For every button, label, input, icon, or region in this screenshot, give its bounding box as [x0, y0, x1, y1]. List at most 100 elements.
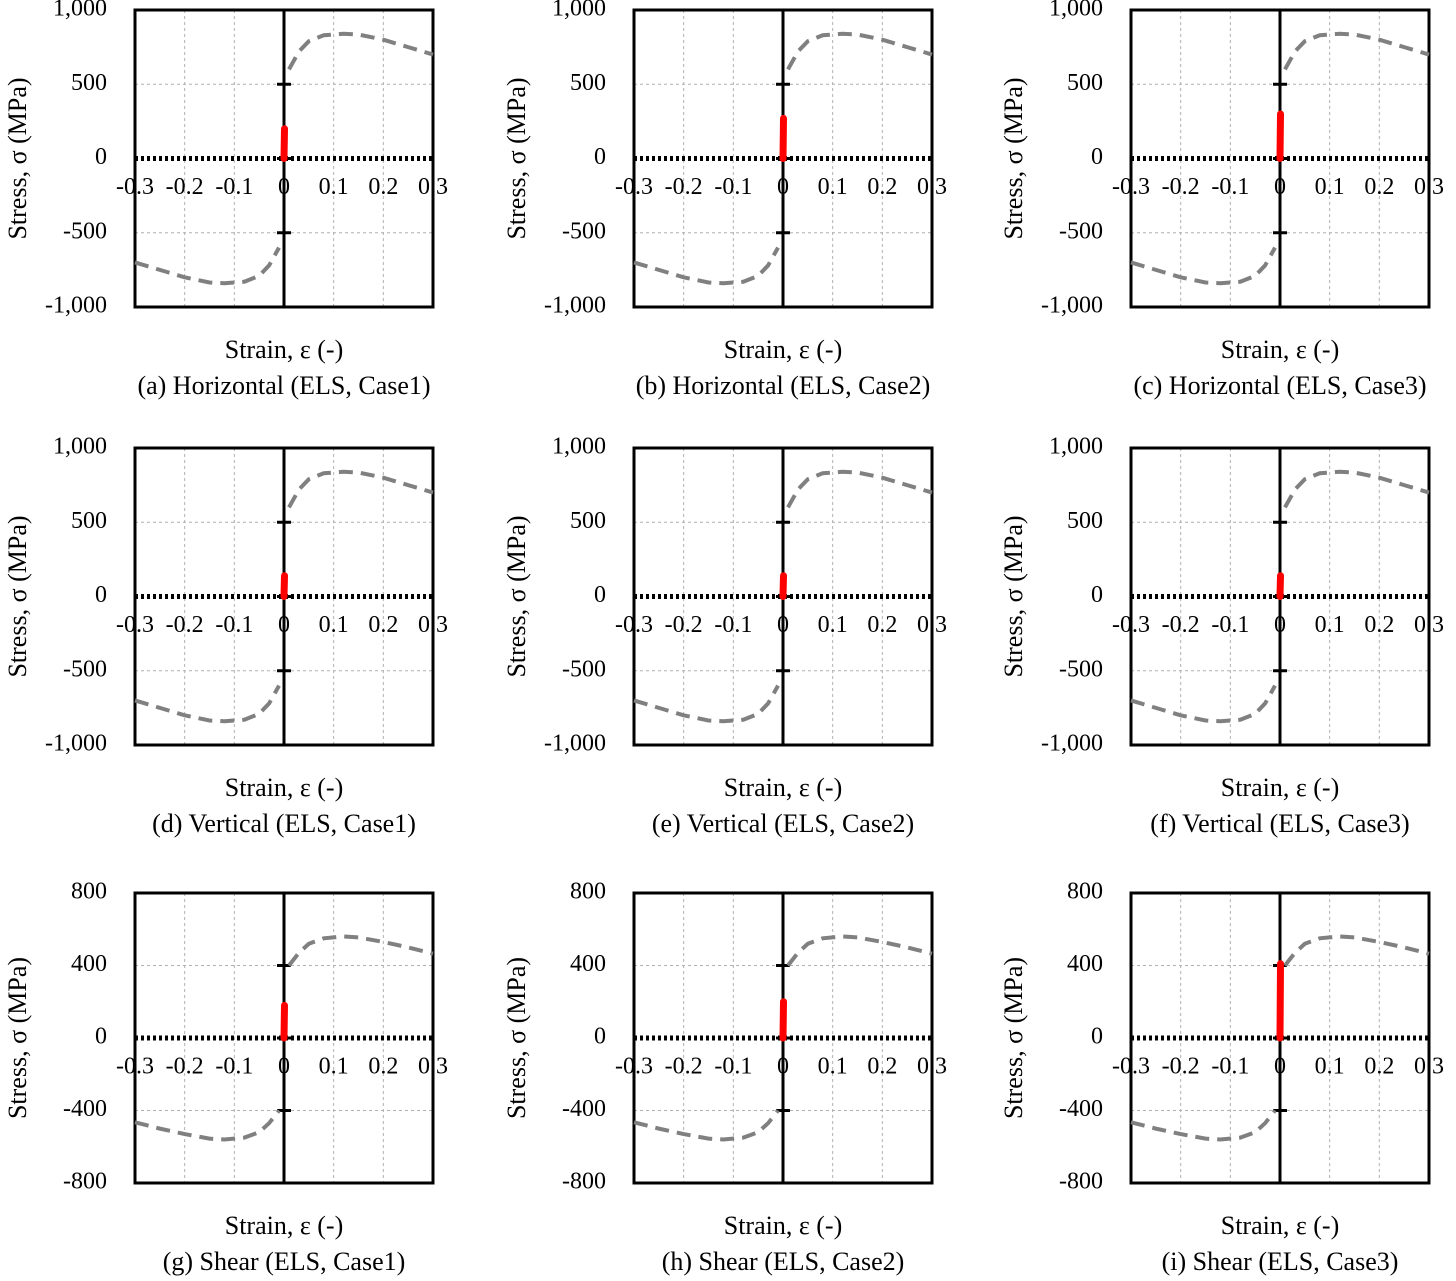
y-tick-label: 0	[1091, 582, 1103, 608]
y-tick-label: -500	[562, 656, 606, 682]
x-tick-label: 0.2	[1364, 174, 1394, 200]
x-tick-label: -0.3	[615, 1054, 653, 1080]
subplot: -800 -400 0 400 800 -0.3 -0.2 -0.1 0 0.1 0.2 0.3 Str…	[502, 879, 947, 1276]
y-tick-label: 800	[570, 879, 606, 905]
x-tick-label: 0.1	[818, 612, 848, 638]
y-tick-label: 0	[95, 1024, 107, 1050]
y-tick-label: -500	[63, 218, 107, 244]
y-axis-title: Stress, σ (MPa)	[3, 957, 32, 1119]
x-tick-label: -0.3	[615, 174, 653, 200]
y-tick-label: -1,000	[45, 731, 107, 757]
x-tick-label: -0.3	[1112, 1054, 1150, 1080]
y-tick-label: -500	[562, 218, 606, 244]
x-tick-label: -0.2	[166, 174, 204, 200]
x-tick-label: 0	[1274, 612, 1286, 638]
x-tick-label: -0.1	[714, 174, 752, 200]
subplot-caption: (c) Horizontal (ELS, Case3)	[1133, 371, 1426, 400]
x-tick-label: 0	[777, 1054, 789, 1080]
x-tick-label: -0.1	[1211, 174, 1249, 200]
subplot-caption: (f) Vertical (ELS, Case3)	[1150, 809, 1409, 838]
x-tick-label: 0.1	[1315, 174, 1345, 200]
series-line	[1130, 469, 1430, 724]
y-axis-title: Stress, σ (MPa)	[999, 77, 1028, 239]
y-tick-label: 800	[71, 879, 107, 905]
x-tick-label: 0.1	[319, 174, 349, 200]
x-tick-label: -0.1	[215, 612, 253, 638]
series-line	[1130, 934, 1430, 1142]
y-tick-label: 0	[594, 144, 606, 170]
subplot: -1,000 -500 0 500 1,000 -0.3 -0.2 -0.1 0 0.1 0.2 0.…	[999, 0, 1444, 400]
x-tick-label: 0	[777, 174, 789, 200]
subplot: -800 -400 0 400 800 -0.3 -0.2 -0.1 0 0.1 0.2 0.3 Str…	[3, 879, 448, 1276]
x-tick-label: 0.3	[418, 1054, 448, 1080]
y-tick-label: 500	[570, 70, 606, 96]
x-axis-title: Strain, ε (-)	[225, 335, 344, 364]
x-tick-label: -0.3	[116, 174, 154, 200]
y-axis-title: Stress, σ (MPa)	[502, 515, 531, 677]
y-tick-label: -1,000	[45, 293, 107, 319]
subplot-caption: (b) Horizontal (ELS, Case2)	[636, 371, 931, 400]
series-line	[633, 31, 933, 286]
x-tick-label: 0.2	[368, 1054, 398, 1080]
x-tick-label: -0.2	[665, 1054, 703, 1080]
x-tick-label: 0.1	[818, 174, 848, 200]
x-tick-label: 0.2	[867, 1054, 897, 1080]
subplot: -1,000 -500 0 500 1,000 -0.3 -0.2 -0.1 0 0.1 0.2 0.…	[999, 434, 1444, 838]
x-tick-label: 0.3	[1414, 1054, 1444, 1080]
x-axis-title: Strain, ε (-)	[1221, 773, 1340, 802]
x-tick-label: 0.1	[319, 1054, 349, 1080]
y-axis-title: Stress, σ (MPa)	[999, 957, 1028, 1119]
x-tick-label: 0.3	[418, 174, 448, 200]
y-tick-label: 500	[71, 508, 107, 534]
x-tick-label: -0.2	[1162, 612, 1200, 638]
x-tick-label: -0.1	[215, 174, 253, 200]
y-tick-label: 1,000	[53, 434, 107, 460]
y-tick-label: 0	[95, 582, 107, 608]
y-tick-label: -400	[1059, 1096, 1103, 1122]
y-tick-label: -500	[63, 656, 107, 682]
x-tick-label: 0.1	[319, 612, 349, 638]
x-axis-title: Strain, ε (-)	[1221, 335, 1340, 364]
subplot: -1,000 -500 0 500 1,000 -0.3 -0.2 -0.1 0 0.1 0.2 0.…	[502, 0, 947, 400]
x-tick-label: 0	[278, 174, 290, 200]
x-tick-label: -0.1	[215, 1054, 253, 1080]
x-tick-label: -0.2	[166, 612, 204, 638]
x-tick-label: 0	[278, 612, 290, 638]
x-tick-label: 0.1	[1315, 1054, 1345, 1080]
x-tick-label: 0.2	[368, 174, 398, 200]
y-tick-label: 0	[1091, 144, 1103, 170]
y-tick-label: 0	[594, 1024, 606, 1050]
subplot: -800 -400 0 400 800 -0.3 -0.2 -0.1 0 0.1 0.2 0.3 Str…	[999, 879, 1444, 1276]
series-line	[134, 469, 434, 724]
x-tick-label: 0.2	[1364, 1054, 1394, 1080]
subplot: -1,000 -500 0 500 1,000 -0.3 -0.2 -0.1 0 0.1 0.2 0.…	[3, 0, 448, 400]
x-tick-label: -0.1	[1211, 1054, 1249, 1080]
y-tick-label: -500	[1059, 218, 1103, 244]
y-tick-label: 500	[1067, 70, 1103, 96]
subplot-caption: (e) Vertical (ELS, Case2)	[652, 809, 914, 838]
subplot: -1,000 -500 0 500 1,000 -0.3 -0.2 -0.1 0 0.1 0.2 0.…	[502, 434, 947, 838]
x-tick-label: -0.1	[714, 1054, 752, 1080]
series-line	[1130, 31, 1430, 286]
x-tick-label: 0	[777, 612, 789, 638]
x-axis-title: Strain, ε (-)	[1221, 1211, 1340, 1240]
x-tick-label: 0.2	[867, 174, 897, 200]
y-tick-label: -1,000	[544, 293, 606, 319]
x-axis-title: Strain, ε (-)	[724, 335, 843, 364]
y-tick-label: 0	[1091, 1024, 1103, 1050]
x-tick-label: 0	[1274, 1054, 1286, 1080]
x-tick-label: 0.1	[818, 1054, 848, 1080]
series-line	[134, 934, 434, 1142]
y-tick-label: 1,000	[1049, 434, 1103, 460]
y-tick-label: 0	[594, 582, 606, 608]
y-tick-label: 500	[71, 70, 107, 96]
x-tick-label: -0.3	[116, 612, 154, 638]
y-tick-label: 1,000	[53, 0, 107, 22]
x-tick-label: 0	[278, 1054, 290, 1080]
x-tick-label: -0.2	[1162, 174, 1200, 200]
y-tick-label: -800	[562, 1169, 606, 1195]
x-tick-label: 0.3	[1414, 174, 1444, 200]
x-tick-label: -0.3	[615, 612, 653, 638]
